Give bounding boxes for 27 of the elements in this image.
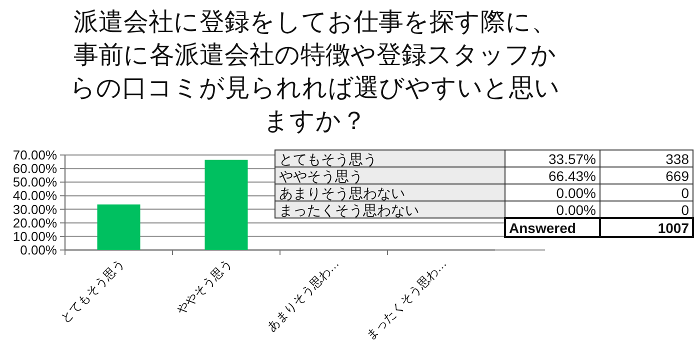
text: 0 (681, 202, 690, 218)
annotation: とてもそう思う (279, 151, 377, 167)
text: 338 (666, 151, 690, 167)
y-tick-label: 60.00% (12, 161, 58, 176)
chart-title: 派遣会社に登録をしてお仕事を探す際に、事前に各派遣会社の特徴や登録スタッフからの口コミが見られれば選びやすいと思いますか？ (70, 7, 560, 137)
x-tick-label: まったくそう思わ… (363, 256, 450, 342)
text: 0 (681, 185, 690, 201)
text: 0.00% (556, 202, 596, 218)
text: 33.57% (548, 151, 596, 167)
annotation: あまりそう思わない (279, 185, 405, 201)
y-tick-label: 40.00% (12, 188, 58, 204)
x-tick-label: ややそう思う (174, 256, 234, 318)
y-tick-label: 0.00% (20, 242, 58, 258)
y-tick-label: 70.00% (12, 148, 58, 162)
annotation: Answered (509, 220, 576, 236)
x-tick-label: あまりそう思わ… (264, 256, 342, 334)
x-tick-label: とてもそう思う (58, 256, 127, 326)
text: 669 (666, 168, 690, 184)
y-tick-label: 10.00% (12, 228, 58, 244)
y-tick-label: 50.00% (12, 174, 58, 190)
text: 0.00% (556, 185, 596, 201)
annotation: ややそう思う (279, 168, 363, 184)
y-tick-label: 20.00% (12, 215, 58, 230)
text: 66.43% (548, 168, 596, 184)
y-tick-label: 30.00% (12, 202, 58, 217)
text: 1007 (658, 220, 690, 236)
annotation: まったくそう思わない (279, 202, 419, 218)
